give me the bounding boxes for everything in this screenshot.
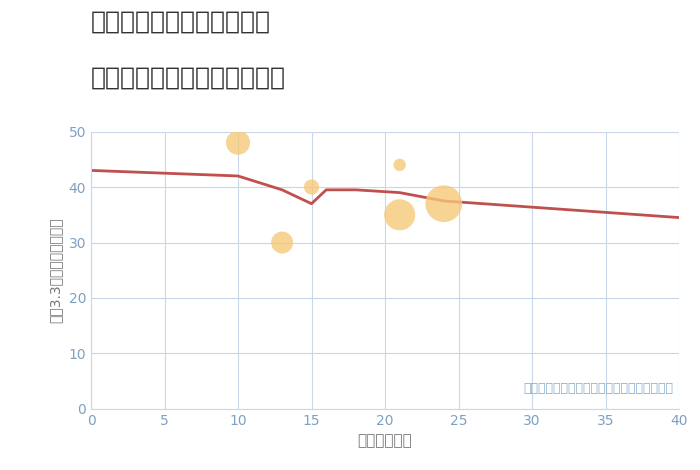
X-axis label: 築年数（年）: 築年数（年）	[358, 433, 412, 448]
Text: 埼玉県南埼玉郡宮代町西原: 埼玉県南埼玉郡宮代町西原	[91, 9, 271, 33]
Point	[306, 183, 317, 191]
Y-axis label: 平（3.3㎡）単価（万円）: 平（3.3㎡）単価（万円）	[49, 218, 63, 323]
Point	[232, 139, 244, 147]
Text: 築年数別中古マンション価格: 築年数別中古マンション価格	[91, 66, 286, 90]
Point	[394, 211, 405, 219]
Point	[394, 161, 405, 169]
Point	[276, 239, 288, 246]
Point	[438, 200, 449, 207]
Text: 円の大きさは、取引のあった物件面積を示す: 円の大きさは、取引のあった物件面積を示す	[523, 382, 673, 395]
